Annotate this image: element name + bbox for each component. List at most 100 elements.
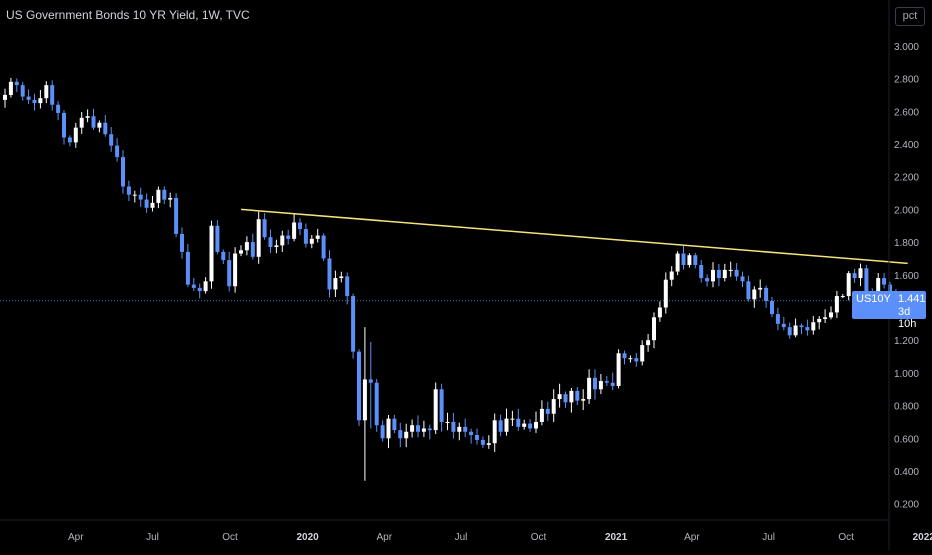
candle	[593, 369, 597, 400]
candle	[504, 408, 509, 436]
candle	[781, 316, 786, 331]
price-tick-label: 1.000	[894, 369, 919, 380]
candle	[545, 401, 550, 421]
candle	[551, 389, 556, 423]
candle-body	[433, 389, 438, 431]
candle-body	[144, 199, 149, 208]
candle-body	[486, 443, 491, 445]
candle-body	[286, 235, 291, 239]
candle-body	[823, 317, 828, 319]
candle	[770, 296, 774, 318]
time-tick-label: Apr	[68, 532, 84, 543]
candle-body	[138, 194, 143, 200]
candle-body	[97, 122, 102, 128]
candle	[244, 236, 249, 256]
candle	[628, 355, 633, 363]
candle-body	[669, 271, 674, 280]
candle	[162, 186, 167, 205]
candle	[486, 435, 491, 449]
candle-body	[357, 351, 361, 421]
candle-body	[657, 307, 662, 318]
candle-body	[368, 379, 373, 383]
candle-body	[711, 269, 715, 282]
candle-body	[180, 233, 184, 252]
candle-body	[563, 394, 568, 403]
candle	[711, 262, 715, 288]
candle-body	[56, 104, 61, 113]
candle-body	[882, 278, 887, 285]
candle-body	[380, 425, 385, 439]
candle-body	[351, 296, 356, 352]
candle	[132, 190, 137, 203]
candle-body	[244, 242, 249, 251]
candle	[144, 193, 149, 213]
candle-body	[197, 287, 202, 292]
candle	[575, 386, 580, 406]
candle	[215, 220, 220, 255]
price-tick-label: 2.600	[894, 107, 919, 118]
candle	[73, 122, 78, 148]
candle	[528, 419, 533, 432]
candle	[652, 312, 656, 349]
candle	[327, 250, 332, 298]
price-tick-label: 0.800	[894, 402, 919, 413]
candle	[256, 211, 261, 264]
last-price-tag: US10Y 1.441 3d 10h	[852, 291, 926, 330]
candle-body	[404, 431, 409, 439]
time-tick-label: Apr	[684, 532, 700, 543]
candle	[705, 274, 710, 287]
symbol-label: US10Y	[856, 293, 891, 305]
price-tick-label: 1.200	[894, 336, 919, 347]
candle-body	[386, 418, 391, 439]
candle-body	[675, 253, 680, 272]
candle-body	[722, 269, 727, 279]
candle	[197, 283, 202, 299]
candle	[239, 245, 243, 257]
candle	[109, 127, 114, 152]
candle	[262, 213, 267, 240]
candle-body	[256, 219, 261, 257]
candle-body	[634, 358, 639, 362]
candle	[811, 316, 816, 335]
candle	[663, 272, 668, 314]
candle-body	[333, 278, 338, 290]
candle-body	[156, 189, 161, 203]
candle-body	[469, 431, 474, 436]
candle	[469, 428, 474, 444]
percent-scale-button[interactable]: pct	[895, 7, 925, 26]
candle-body	[268, 237, 273, 248]
candle-body	[174, 197, 179, 234]
candle	[67, 135, 72, 147]
price-axis: 3.000 2.800 2.600 2.400 2.200 2.000 1.800 1.600…	[894, 42, 919, 511]
candle	[581, 389, 586, 411]
candle	[309, 234, 314, 249]
candle-body	[840, 296, 845, 298]
candle	[274, 239, 279, 254]
candle-body	[557, 394, 562, 400]
candle-body	[250, 242, 255, 257]
candle	[416, 415, 420, 438]
candle-body	[8, 81, 13, 95]
candle	[421, 420, 426, 437]
candle-body	[26, 96, 31, 100]
candle	[333, 270, 338, 298]
chart-title: US Government Bonds 10 YR Yield, 1W, TVC	[6, 8, 250, 22]
candle	[858, 263, 863, 287]
candle	[191, 277, 196, 292]
candle	[185, 243, 190, 287]
candle	[138, 187, 143, 207]
candle	[463, 418, 468, 437]
candle	[362, 327, 367, 481]
candle	[840, 293, 845, 299]
candle	[26, 89, 31, 105]
candle-body	[191, 284, 196, 288]
candle	[817, 316, 822, 330]
candle	[805, 319, 810, 336]
candle-body	[888, 284, 892, 295]
candle-body	[327, 258, 332, 290]
candle	[646, 334, 651, 352]
candle	[563, 391, 568, 408]
candle-body	[221, 251, 226, 261]
